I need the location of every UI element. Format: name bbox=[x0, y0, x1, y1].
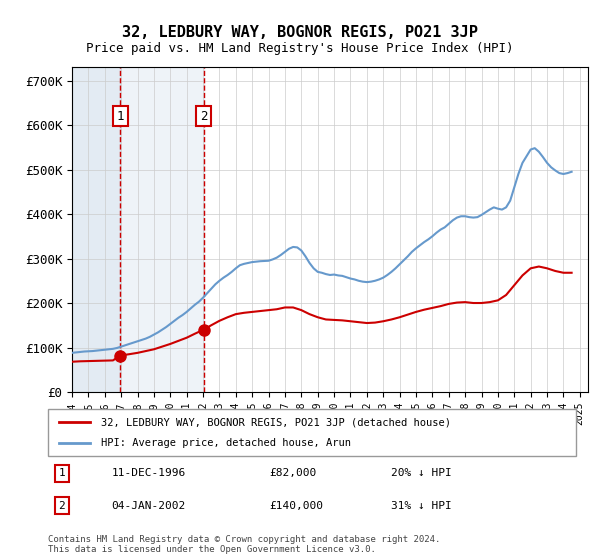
Text: £140,000: £140,000 bbox=[270, 501, 324, 511]
Text: Price paid vs. HM Land Registry's House Price Index (HPI): Price paid vs. HM Land Registry's House … bbox=[86, 42, 514, 55]
Text: 11-DEC-1996: 11-DEC-1996 bbox=[112, 468, 185, 478]
Text: Contains HM Land Registry data © Crown copyright and database right 2024.
This d: Contains HM Land Registry data © Crown c… bbox=[48, 535, 440, 554]
Text: 1: 1 bbox=[59, 468, 65, 478]
Text: 31% ↓ HPI: 31% ↓ HPI bbox=[391, 501, 452, 511]
FancyBboxPatch shape bbox=[48, 409, 576, 456]
Text: £82,000: £82,000 bbox=[270, 468, 317, 478]
Bar bbox=[72, 67, 121, 392]
Text: 32, LEDBURY WAY, BOGNOR REGIS, PO21 3JP (detached house): 32, LEDBURY WAY, BOGNOR REGIS, PO21 3JP … bbox=[101, 417, 451, 427]
Bar bbox=[121, 67, 203, 392]
Text: 20% ↓ HPI: 20% ↓ HPI bbox=[391, 468, 452, 478]
Text: 04-JAN-2002: 04-JAN-2002 bbox=[112, 501, 185, 511]
Text: 32, LEDBURY WAY, BOGNOR REGIS, PO21 3JP: 32, LEDBURY WAY, BOGNOR REGIS, PO21 3JP bbox=[122, 25, 478, 40]
Text: 2: 2 bbox=[59, 501, 65, 511]
Text: HPI: Average price, detached house, Arun: HPI: Average price, detached house, Arun bbox=[101, 438, 351, 448]
Text: 1: 1 bbox=[116, 110, 124, 123]
Text: 2: 2 bbox=[200, 110, 207, 123]
